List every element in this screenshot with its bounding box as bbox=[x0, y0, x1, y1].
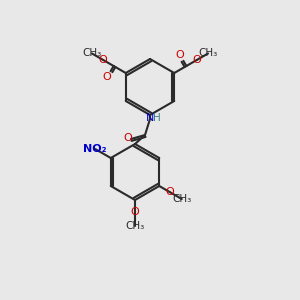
Text: O: O bbox=[124, 133, 132, 143]
Text: O: O bbox=[99, 55, 108, 65]
Text: O: O bbox=[103, 72, 111, 82]
Text: CH₃: CH₃ bbox=[198, 49, 218, 58]
Text: CH₃: CH₃ bbox=[172, 194, 191, 204]
Text: H: H bbox=[153, 113, 161, 123]
Text: CH₃: CH₃ bbox=[125, 221, 145, 231]
Text: N: N bbox=[146, 113, 154, 123]
Text: NO₂: NO₂ bbox=[83, 144, 107, 154]
Text: O: O bbox=[176, 50, 184, 60]
Text: O: O bbox=[165, 187, 174, 197]
Text: O: O bbox=[192, 55, 201, 65]
Text: O: O bbox=[130, 207, 140, 217]
Text: CH₃: CH₃ bbox=[82, 49, 102, 58]
